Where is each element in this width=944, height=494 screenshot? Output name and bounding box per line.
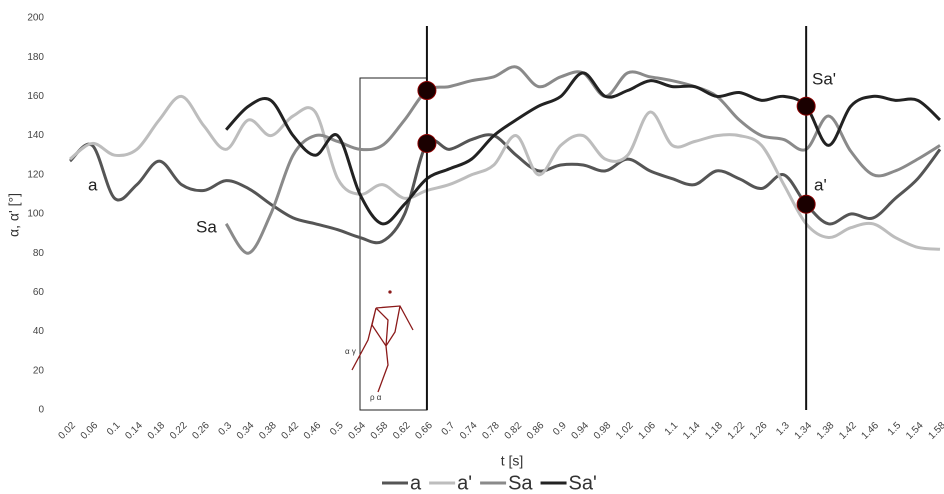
x-tick-label: 0.26 [190,420,212,442]
highlight-point [797,97,815,115]
y-tick-label: 100 [27,209,44,220]
x-tick-label: 0.9 [551,420,569,438]
highlight-point [418,134,436,152]
annotation: a' [814,175,827,194]
x-tick-label: 1.42 [837,420,859,442]
x-tick-label: 1.5 [886,420,904,438]
x-tick-label: 0.74 [458,420,480,442]
x-tick-label: 0.22 [168,420,190,442]
x-axis-label: t [s] [501,453,524,469]
x-tick-label: 0.54 [346,420,368,442]
legend-label: Sa [508,472,533,494]
y-tick-label: 40 [33,326,45,337]
x-tick-label: 0.62 [391,420,413,442]
figure-label: α γ [345,347,356,356]
highlight-point [797,195,815,213]
x-tick-label: 0.34 [235,420,257,442]
series-line [226,67,940,253]
legend-label: a' [457,472,472,494]
annotation: a [88,175,98,194]
x-tick-label: 1.26 [748,420,770,442]
y-tick-label: 80 [33,248,45,259]
y-tick-label: 160 [27,91,44,102]
legend-label: a [410,472,422,494]
legend-label: Sa' [569,472,597,494]
x-tick-label: 1.46 [860,420,882,442]
y-tick-label: 180 [27,52,44,63]
x-tick-label: 1.06 [636,420,658,442]
y-tick-label: 20 [33,365,45,376]
x-tick-label: 0.78 [480,420,502,442]
y-tick-label: 120 [27,169,44,180]
x-tick-label: 0.18 [146,420,168,442]
x-tick-label: 1.3 [774,420,792,438]
x-tick-label: 1.18 [703,420,725,442]
x-tick-label: 0.86 [525,420,547,442]
y-tick-label: 140 [27,130,44,141]
x-tick-label: 0.1 [105,420,123,438]
annotation: Sa [196,217,217,236]
chart: a Sa Sa' a' α, α' [°] t [s] α γ ρ α 0 20 4… [0,0,944,494]
y-tick-label: 200 [27,13,44,24]
x-tick-label: 1.14 [681,420,703,442]
y-tick-label: 60 [33,287,45,298]
x-tick-label: 0.02 [56,420,78,442]
x-tick-label: 1.22 [726,420,748,442]
x-tick-label: 1.54 [904,420,926,442]
x-tick-label: 1.02 [614,420,636,442]
stick-figure: α γ ρ α [345,291,413,402]
x-tick-label: 0.42 [280,420,302,442]
x-tick-label: 1.38 [815,420,837,442]
y-axis-label: α, α' [°] [6,193,22,237]
x-tick-label: 0.14 [123,420,145,442]
x-tick-label: 1.1 [663,420,681,438]
x-tick-label: 0.82 [503,420,525,442]
highlight-point [418,82,436,100]
x-tick-label: 0.66 [413,420,435,442]
x-tick-label: 1.34 [793,420,815,442]
figure-label: ρ α [370,393,382,402]
annotation: Sa' [812,69,836,88]
x-tick-label: 0.98 [592,420,614,442]
x-tick-label: 1.58 [926,420,944,442]
x-tick-label: 0.3 [217,420,235,438]
x-tick-label: 0.58 [369,420,391,442]
x-tick-label: 0.94 [570,420,592,442]
series-line [226,73,940,224]
inset-frame [360,78,427,410]
x-tick-label: 0.5 [328,420,346,438]
x-tick-label: 0.06 [79,420,101,442]
x-tick-label: 0.38 [257,420,279,442]
x-tick-label: 0.7 [440,420,458,438]
x-tick-label: 0.46 [302,420,324,442]
y-tick-label: 0 [38,405,44,416]
